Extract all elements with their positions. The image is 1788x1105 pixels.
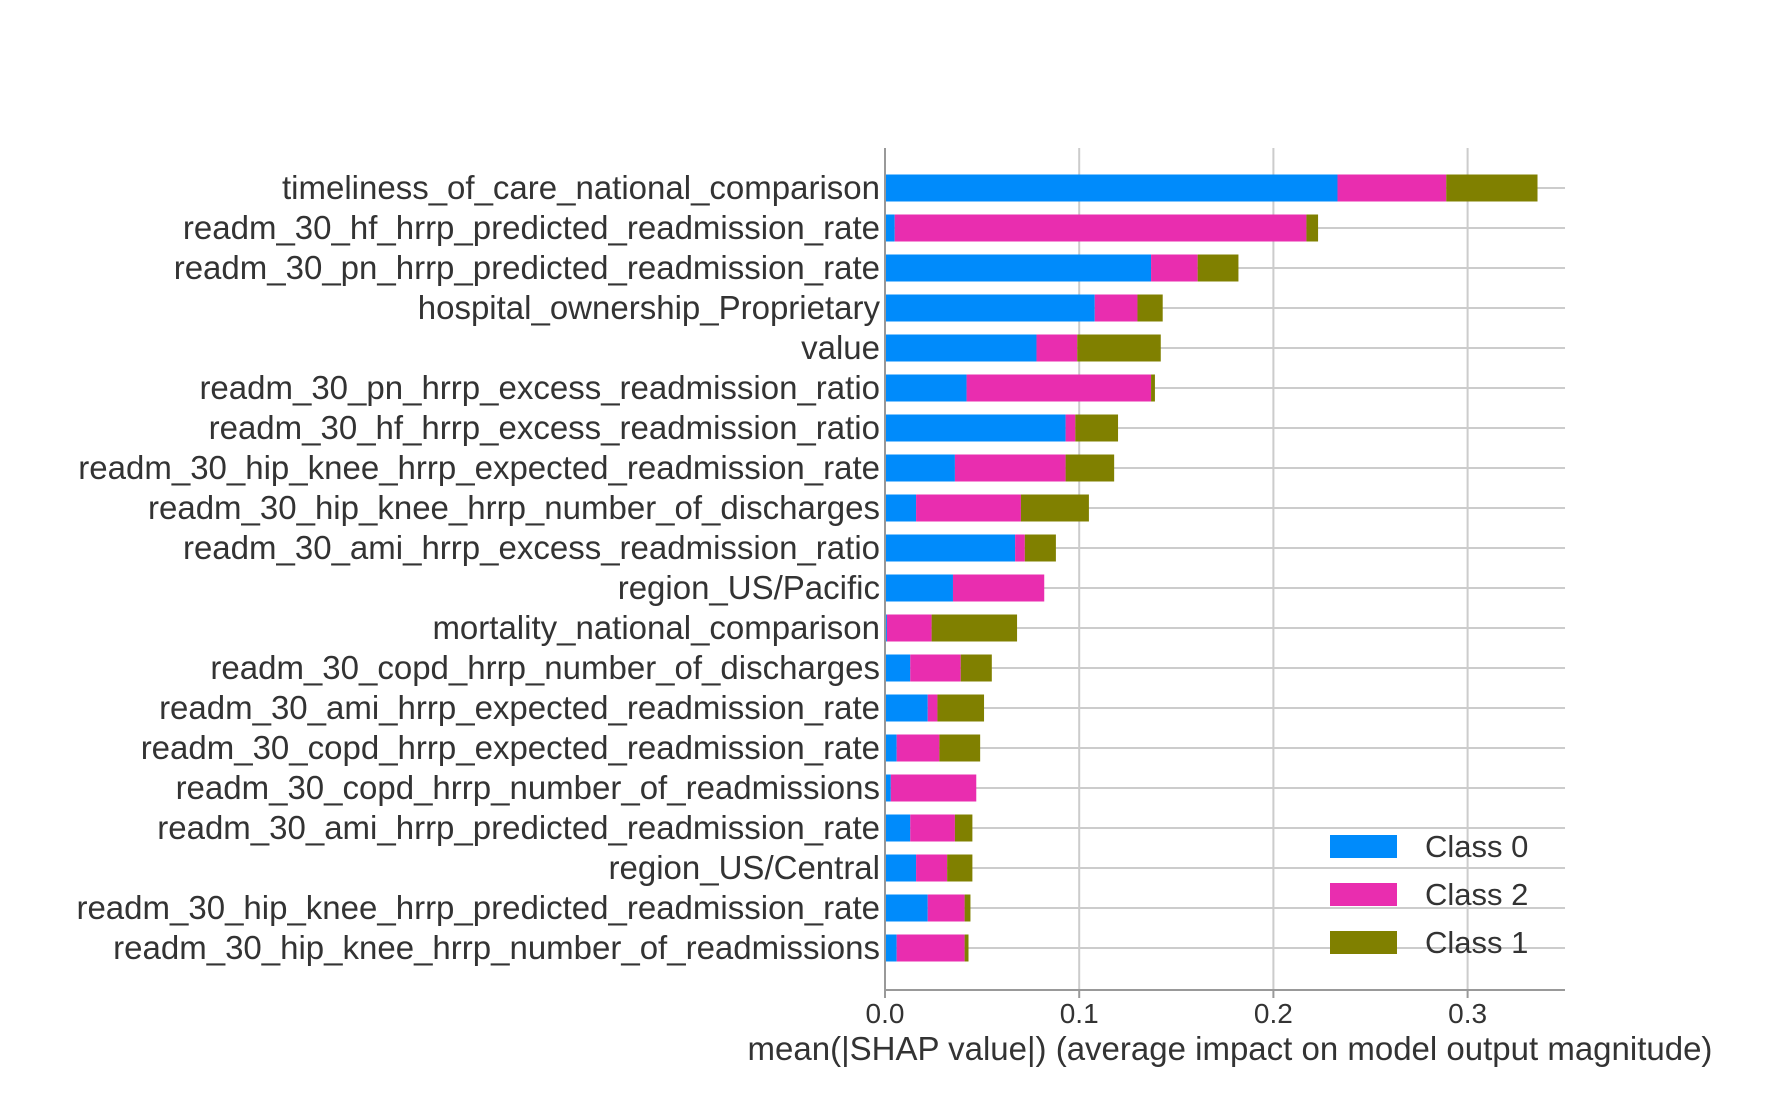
legend-swatch (1330, 883, 1397, 906)
bar-segment (952, 574, 1045, 602)
bar-segment (885, 494, 917, 522)
bar-segment (885, 854, 917, 882)
x-axis-label: mean(|SHAP value|) (average impact on mo… (748, 1030, 1713, 1067)
y-tick-label: timeliness_of_care_national_comparison (282, 169, 880, 206)
bar-segment (1077, 334, 1161, 362)
bar-segment (927, 694, 938, 722)
y-tick-label: region_US/Pacific (618, 569, 880, 606)
bar-segment (1306, 214, 1319, 242)
bar-segment (896, 734, 940, 762)
x-tick-label: 0.2 (1254, 998, 1293, 1029)
bar-segment (910, 814, 955, 842)
bar-segment (964, 894, 971, 922)
bar-segment (1151, 254, 1198, 282)
bar-segment (916, 494, 1021, 522)
y-tick-label: readm_30_copd_hrrp_number_of_discharges (210, 649, 880, 686)
bar-segment (1036, 334, 1078, 362)
bar-segment (885, 774, 891, 802)
bar-segment (1137, 294, 1163, 322)
y-tick-label: readm_30_ami_hrrp_excess_readmission_rat… (183, 529, 880, 566)
y-tick-label: readm_30_hf_hrrp_excess_readmission_rati… (209, 409, 880, 446)
y-tick-label: readm_30_hip_knee_hrrp_number_of_readmis… (113, 929, 880, 966)
bar-segment (894, 214, 1307, 242)
y-tick-label: mortality_national_comparison (432, 609, 880, 646)
bar-segment (885, 174, 1338, 202)
bar-segment (885, 694, 928, 722)
bar-segment (1337, 174, 1447, 202)
legend-swatch (1330, 931, 1397, 954)
bars (885, 174, 1538, 962)
x-tick-label: 0.1 (1060, 998, 1099, 1029)
x-tick-label: 0.3 (1448, 998, 1487, 1029)
bar-segment (947, 854, 973, 882)
bar-segment (1094, 294, 1138, 322)
bar-segment (939, 734, 981, 762)
bar-segment (954, 454, 1066, 482)
y-tick-label: value (801, 329, 880, 366)
bar-segment (1197, 254, 1239, 282)
bar-segment (1151, 374, 1155, 402)
bar-segment (885, 374, 967, 402)
legend-label: Class 2 (1425, 877, 1528, 912)
bar-segment (885, 294, 1095, 322)
bar-segment (1024, 534, 1056, 562)
x-tick-label: 0.0 (866, 998, 905, 1029)
bar-segment (966, 374, 1152, 402)
y-tick-label: region_US/Central (609, 849, 880, 886)
bar-segment (1065, 414, 1076, 442)
bar-segment (885, 654, 911, 682)
bar-segment (885, 814, 911, 842)
bar-segment (885, 334, 1037, 362)
bar-segment (1020, 494, 1089, 522)
bar-segment (916, 854, 948, 882)
y-tick-label: readm_30_hf_hrrp_predicted_readmission_r… (183, 209, 880, 246)
y-tick-label: readm_30_hip_knee_hrrp_predicted_readmis… (76, 889, 880, 926)
bar-segment (960, 654, 992, 682)
bar-segment (931, 614, 1018, 642)
bar-segment (1075, 414, 1119, 442)
bar-segment (885, 254, 1152, 282)
bar-segment (885, 574, 953, 602)
y-tick-label: readm_30_hip_knee_hrrp_expected_readmiss… (78, 449, 880, 486)
y-tick-label: hospital_ownership_Proprietary (418, 289, 881, 326)
bar-segment (937, 694, 985, 722)
bar-segment (910, 654, 961, 682)
y-tick-label: readm_30_ami_hrrp_expected_readmission_r… (159, 689, 880, 726)
bar-segment (1065, 454, 1115, 482)
y-tick-label: readm_30_pn_hrrp_predicted_readmission_r… (174, 249, 880, 286)
y-tick-label: readm_30_copd_hrrp_number_of_readmission… (176, 769, 880, 806)
legend: Class 0 Class 2 Class 1 (1330, 829, 1528, 960)
bar-segment (885, 894, 928, 922)
legend-swatch (1330, 835, 1397, 858)
bar-segment (885, 734, 897, 762)
bar-segment (927, 894, 965, 922)
bar-segment (885, 454, 955, 482)
y-tick-label: readm_30_pn_hrrp_excess_readmission_rati… (199, 369, 880, 406)
bar-segment (886, 614, 932, 642)
bar-segment (885, 214, 895, 242)
bar-segment (896, 934, 965, 962)
bar-segment (1015, 534, 1025, 562)
bar-segment (1446, 174, 1538, 202)
bar-segment (964, 934, 969, 962)
bar-segment (885, 414, 1066, 442)
y-tick-label: readm_30_copd_hrrp_expected_readmission_… (141, 729, 880, 766)
legend-label: Class 0 (1425, 829, 1528, 864)
bar-segment (885, 534, 1016, 562)
bar-segment (954, 814, 973, 842)
legend-label: Class 1 (1425, 925, 1528, 960)
bar-segment (890, 774, 977, 802)
bar-segment (885, 934, 897, 962)
y-tick-label: readm_30_hip_knee_hrrp_number_of_dischar… (148, 489, 880, 526)
y-tick-label: readm_30_ami_hrrp_predicted_readmission_… (157, 809, 880, 846)
axes: timeliness_of_care_national_comparisonre… (76, 148, 1565, 1029)
